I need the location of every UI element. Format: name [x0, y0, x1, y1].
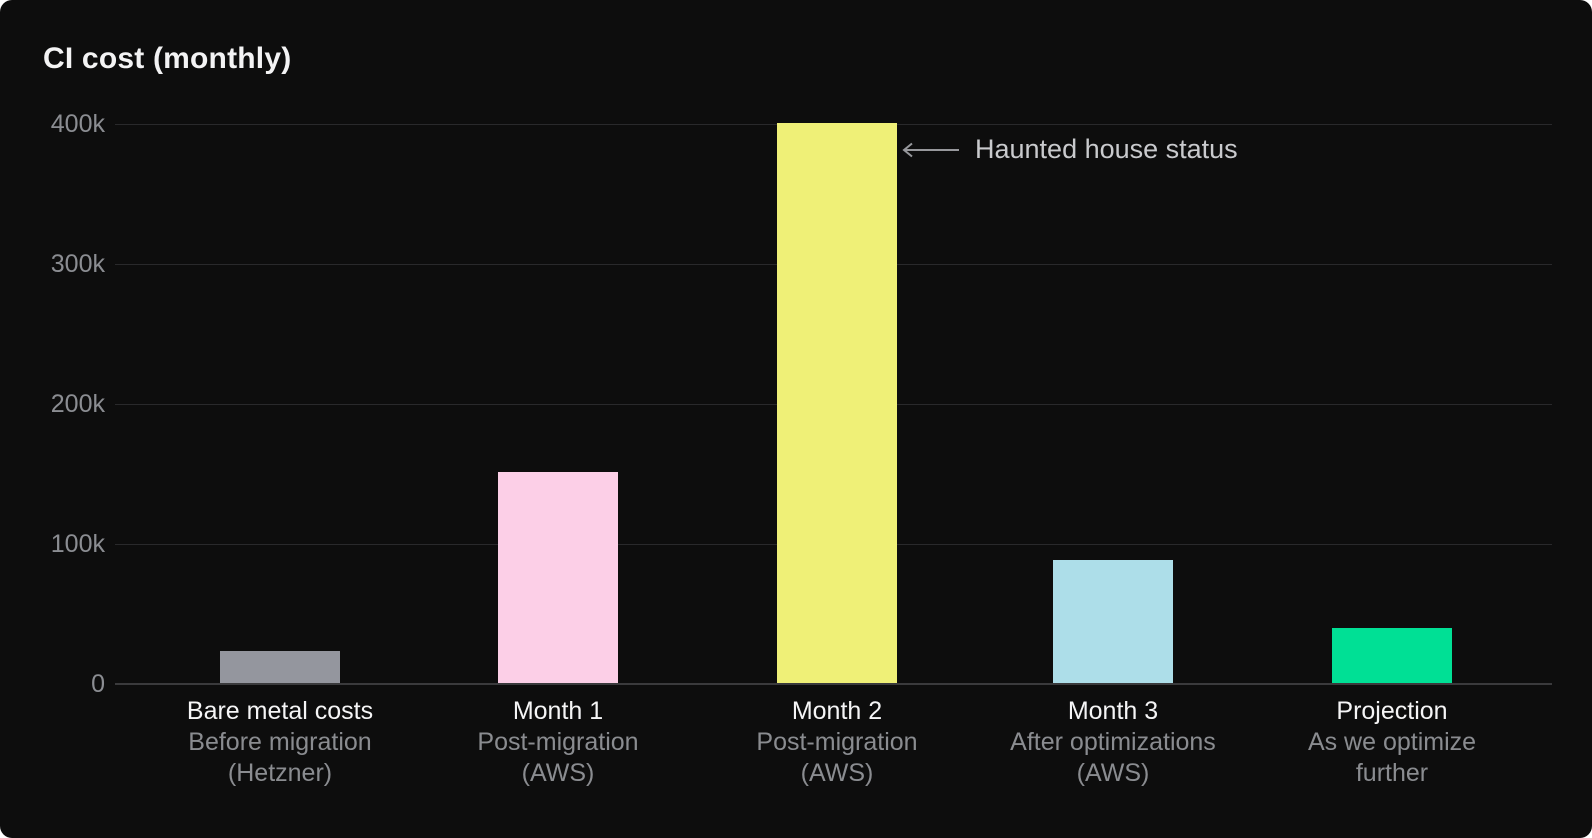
category-subline: (AWS): [1076, 759, 1150, 787]
x-label-bare-metal-costs: Bare metal costs Before migration (Hetzn…: [140, 696, 420, 789]
x-label-month-1: Month 1 Post-migration (AWS): [418, 696, 698, 789]
category-subline: further: [1355, 759, 1429, 787]
category-subline: (Hetzner): [227, 759, 333, 787]
category-label: Month 1: [512, 697, 604, 725]
category-subline: Post-migration: [756, 728, 918, 756]
y-tick-0: 0: [91, 670, 105, 698]
category-subline: Before migration: [188, 728, 372, 756]
annotation-label: Haunted house status: [975, 134, 1238, 164]
y-tick-400k: 400k: [50, 110, 105, 138]
x-axis-baseline: [115, 683, 1552, 685]
category-subline: (AWS): [521, 759, 595, 787]
category-subline: As we optimize: [1307, 728, 1477, 756]
category-label: Month 3: [1067, 697, 1159, 725]
y-tick-300k: 300k: [50, 250, 105, 278]
category-subline: (AWS): [800, 759, 874, 787]
bar-month-1: [498, 471, 618, 683]
chart-title: CI cost (monthly): [43, 42, 292, 75]
x-label-projection: Projection As we optimize further: [1252, 696, 1532, 789]
left-arrow-icon: [900, 142, 960, 158]
annotation: Haunted house status: [900, 134, 1238, 165]
y-tick-100k: 100k: [50, 530, 105, 558]
bar-projection: [1332, 628, 1452, 683]
bar-month-3: [1053, 559, 1173, 683]
bar-bare-metal-costs: [220, 650, 340, 683]
category-label: Projection: [1336, 697, 1448, 725]
plot-area: [115, 123, 1552, 685]
bar-month-2: [777, 123, 897, 683]
category-subline: Post-migration: [477, 728, 639, 756]
x-label-month-3: Month 3 After optimizations (AWS): [973, 696, 1253, 789]
x-label-month-2: Month 2 Post-migration (AWS): [697, 696, 977, 789]
category-label: Bare metal costs: [186, 697, 374, 725]
y-tick-200k: 200k: [50, 390, 105, 418]
category-label: Month 2: [791, 697, 883, 725]
category-subline: After optimizations: [1010, 728, 1216, 756]
